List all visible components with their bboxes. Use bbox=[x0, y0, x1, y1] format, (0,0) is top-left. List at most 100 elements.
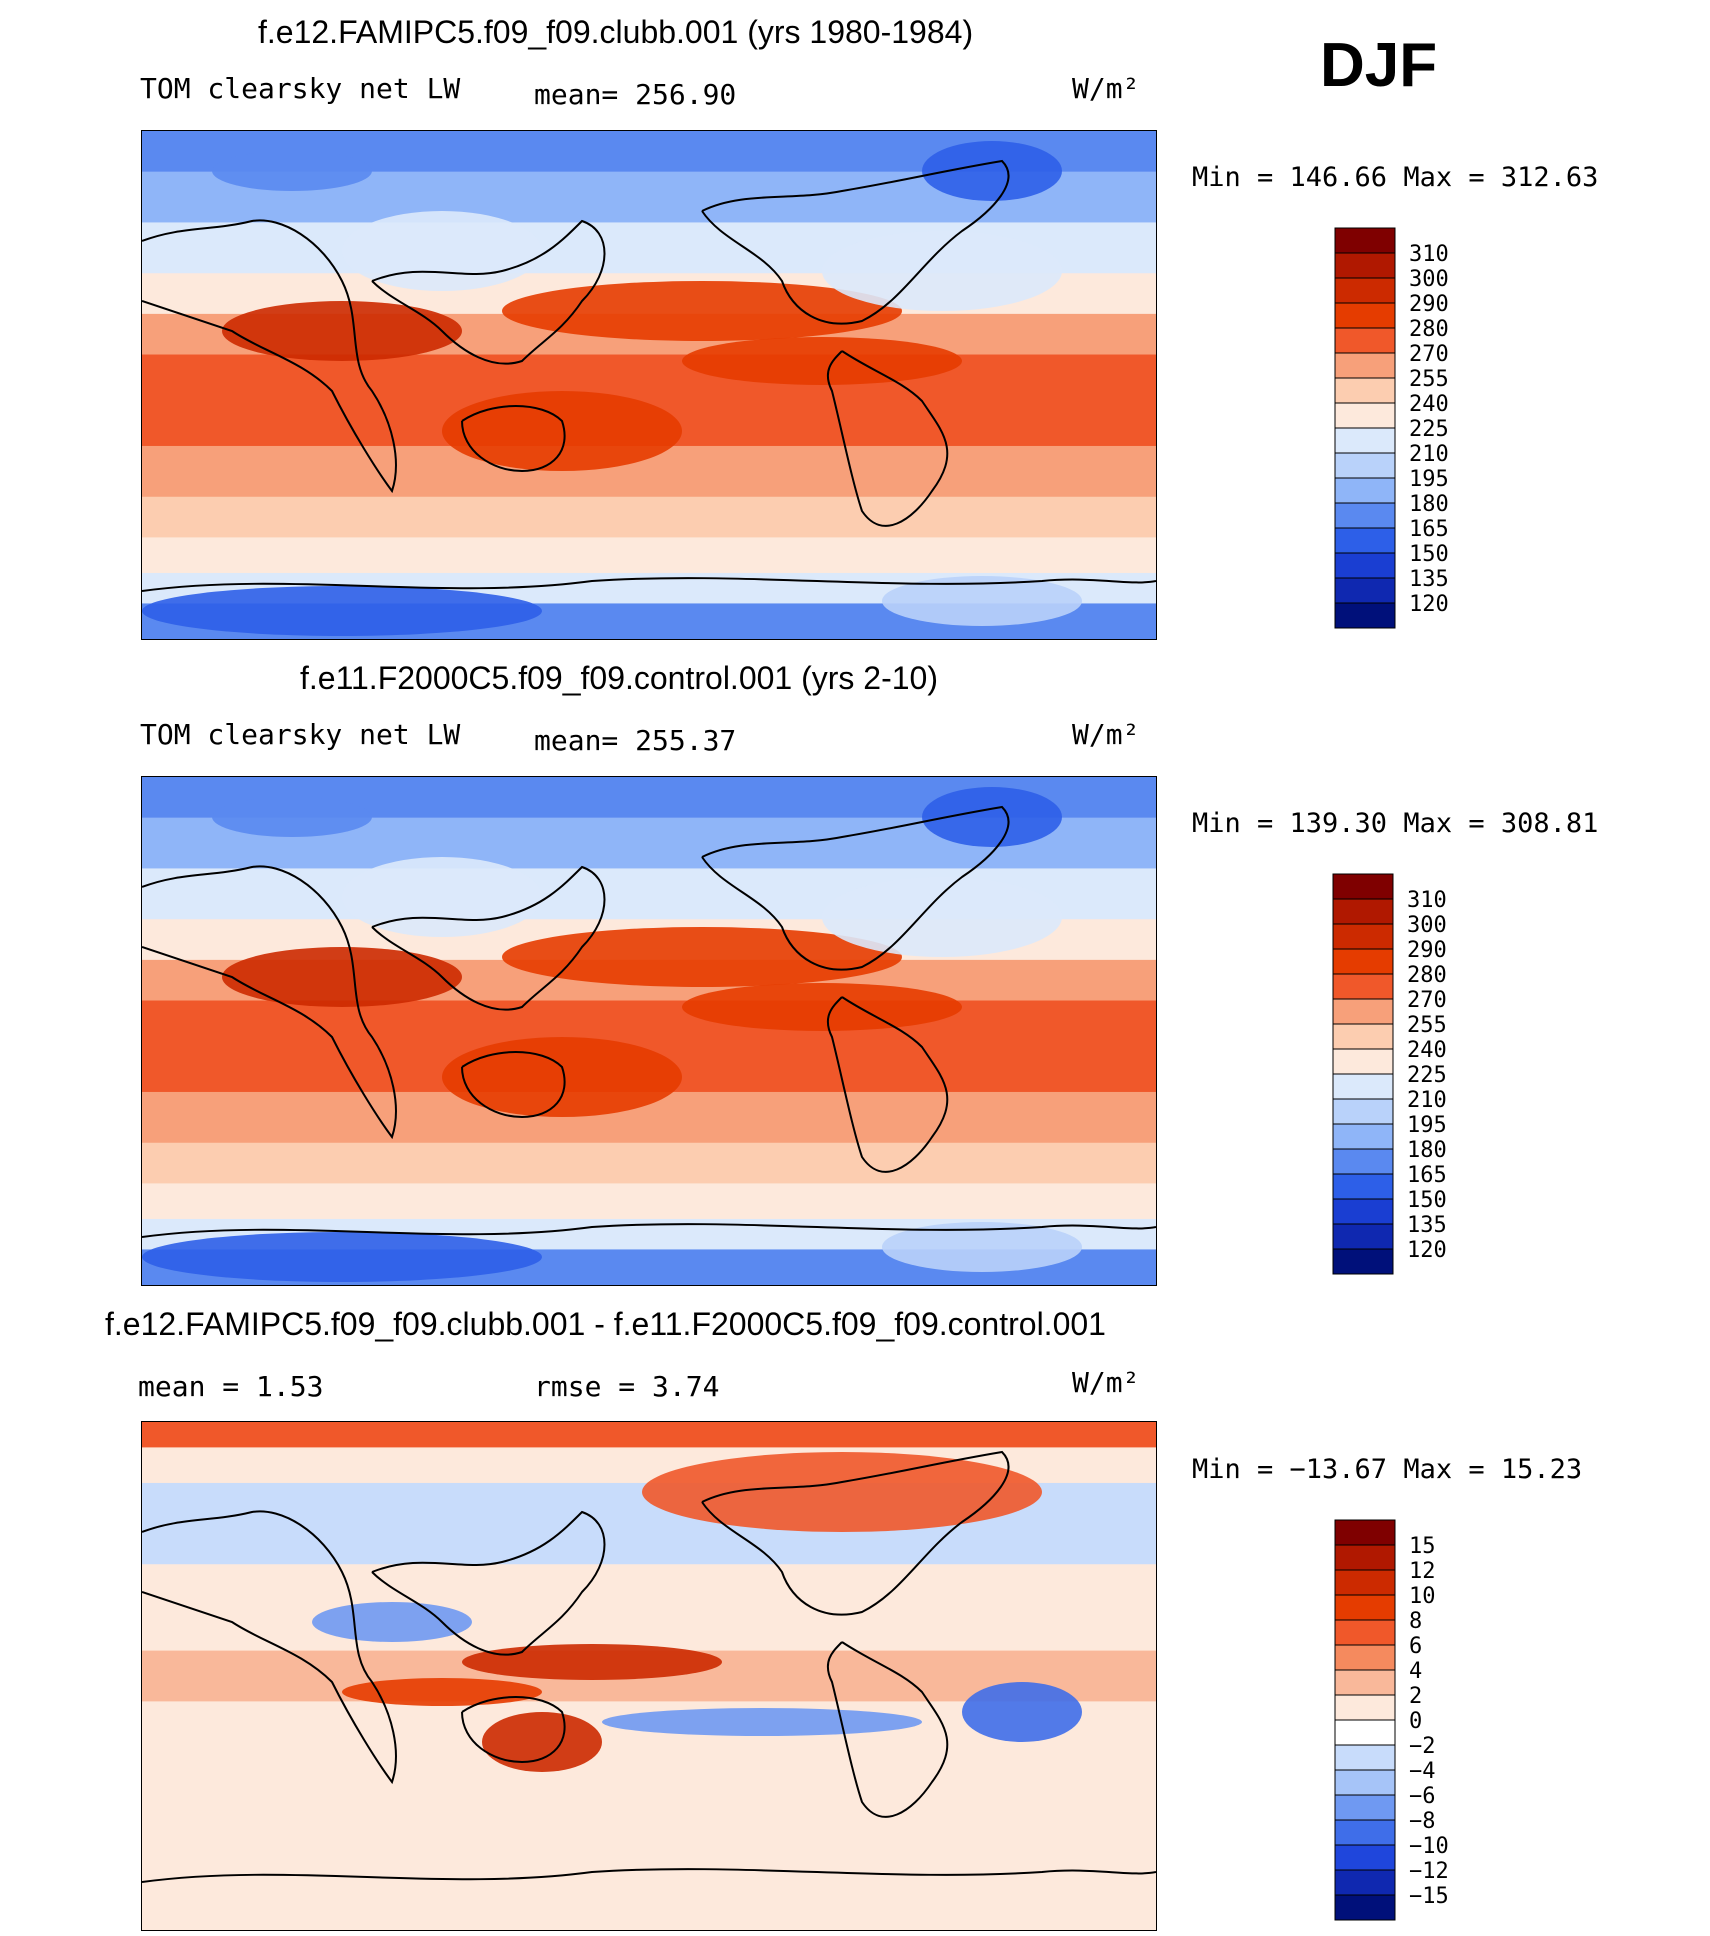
coastline bbox=[142, 865, 397, 1140]
colorbar-tick-label: 255 bbox=[1407, 1013, 1447, 1038]
panel3-map bbox=[141, 1421, 1157, 1931]
colorbar-tick-label: 240 bbox=[1407, 1038, 1447, 1063]
colorbar-tick-label: 225 bbox=[1409, 417, 1449, 442]
colorbar-tick-label: −2 bbox=[1409, 1734, 1436, 1759]
field-blob bbox=[682, 983, 962, 1031]
field-band bbox=[142, 1142, 1156, 1185]
colorbar-swatch bbox=[1334, 477, 1396, 504]
panel1-mean: mean= 256.90 bbox=[534, 78, 737, 111]
panel1-map bbox=[141, 130, 1157, 640]
panel1-colorbar: 310 300 290 280 270 255 240 225 210 195 180 165 150 1… bbox=[1334, 227, 1475, 633]
colorbar-swatch bbox=[1332, 1248, 1394, 1275]
field-blob bbox=[502, 281, 902, 341]
colorbar-tick-label: 120 bbox=[1407, 1238, 1447, 1263]
colorbar-tick-label: 195 bbox=[1407, 1113, 1447, 1138]
field-blob bbox=[602, 1708, 922, 1736]
colorbar-swatch bbox=[1332, 973, 1394, 1000]
panel2-colorbar: 310 300 290 280 270 255 240 225 210 195 180 165 150 1… bbox=[1332, 873, 1473, 1279]
panel2-map bbox=[141, 776, 1157, 1286]
colorbar-swatch bbox=[1334, 277, 1396, 304]
colorbar-swatch bbox=[1332, 998, 1394, 1025]
colorbar-swatch bbox=[1334, 252, 1396, 279]
colorbar-tick-label: 195 bbox=[1409, 467, 1449, 492]
colorbar-tick-label: 290 bbox=[1407, 938, 1447, 963]
field-blob bbox=[142, 586, 542, 636]
colorbar-swatch bbox=[1334, 427, 1396, 454]
colorbar-tick-label: 0 bbox=[1409, 1709, 1422, 1734]
colorbar-tick-label: 210 bbox=[1407, 1088, 1447, 1113]
colorbar-tick-label: 280 bbox=[1409, 317, 1449, 342]
coastline bbox=[371, 1510, 606, 1656]
colorbar-swatch bbox=[1334, 602, 1396, 629]
panel1-minmax: Min = 146.66 Max = 312.63 bbox=[1192, 162, 1599, 193]
panel3-title: f.e12.FAMIPC5.f09_f09.clubb.001 - f.e11.… bbox=[105, 1306, 1106, 1342]
colorbar-tick-label: 150 bbox=[1409, 542, 1449, 567]
colorbar-tick-label: 225 bbox=[1407, 1063, 1447, 1088]
field-blob bbox=[822, 231, 1062, 311]
coastline bbox=[826, 350, 949, 527]
field-blob bbox=[142, 1232, 542, 1282]
colorbar-swatch bbox=[1334, 1544, 1396, 1571]
field-band bbox=[142, 537, 1156, 574]
field-band bbox=[142, 1183, 1156, 1220]
field-blob bbox=[312, 1602, 472, 1642]
colorbar-tick-label: 300 bbox=[1409, 267, 1449, 292]
colorbar-swatch bbox=[1332, 898, 1394, 925]
colorbar-tick-label: −8 bbox=[1409, 1809, 1436, 1834]
colorbar-tick-label: 270 bbox=[1407, 988, 1447, 1013]
field-blob bbox=[502, 927, 902, 987]
colorbar-tick-label: 240 bbox=[1409, 392, 1449, 417]
coastline bbox=[142, 1510, 397, 1785]
field-band bbox=[142, 496, 1156, 539]
colorbar-tick-label: 2 bbox=[1409, 1684, 1422, 1709]
panel3-map-svg bbox=[142, 1422, 1156, 1930]
colorbar-swatch bbox=[1334, 1619, 1396, 1646]
coastline bbox=[142, 1868, 1156, 1883]
field-band bbox=[142, 1889, 1156, 1930]
coastline bbox=[701, 805, 1010, 971]
colorbar-tick-label: −4 bbox=[1409, 1759, 1436, 1784]
colorbar-swatch bbox=[1334, 1519, 1396, 1546]
field-blob bbox=[642, 1452, 1042, 1532]
colorbar-swatch bbox=[1332, 1023, 1394, 1050]
coastline bbox=[461, 405, 566, 473]
field-blob bbox=[882, 1222, 1082, 1272]
coastline bbox=[371, 865, 606, 1011]
colorbar-tick-label: 180 bbox=[1409, 492, 1449, 517]
field-band bbox=[142, 1787, 1156, 1891]
field-blob bbox=[682, 337, 962, 385]
field-blob bbox=[222, 301, 462, 361]
colorbar-tick-label: −6 bbox=[1409, 1784, 1436, 1809]
panel1-title: f.e12.FAMIPC5.f09_f09.clubb.001 (yrs 198… bbox=[258, 14, 974, 50]
season-label: DJF bbox=[1320, 31, 1438, 100]
colorbar-tick-label: 165 bbox=[1407, 1163, 1447, 1188]
field-blob bbox=[922, 787, 1062, 847]
coastline bbox=[701, 1450, 1010, 1616]
coastline bbox=[826, 996, 949, 1173]
colorbar-tick-label: 135 bbox=[1409, 567, 1449, 592]
colorbar-tick-label: 280 bbox=[1407, 963, 1447, 988]
colorbar-swatch bbox=[1332, 1198, 1394, 1225]
colorbar-tick-label: 310 bbox=[1409, 242, 1449, 267]
colorbar-swatch bbox=[1334, 1869, 1396, 1896]
coastline bbox=[142, 219, 397, 494]
field-blob bbox=[442, 391, 682, 471]
colorbar-tick-label: 15 bbox=[1409, 1534, 1436, 1559]
coastline bbox=[371, 219, 606, 365]
colorbar-swatch bbox=[1332, 1223, 1394, 1250]
colorbar-swatch bbox=[1334, 452, 1396, 479]
panel2-title: f.e11.F2000C5.f09_f09.control.001 (yrs 2… bbox=[300, 660, 938, 696]
colorbar-tick-label: 150 bbox=[1407, 1188, 1447, 1213]
colorbar-swatch bbox=[1334, 1594, 1396, 1621]
panel2-variable: TOM clearsky net LW bbox=[140, 718, 461, 751]
field-blob bbox=[922, 141, 1062, 201]
colorbar-tick-label: 270 bbox=[1409, 342, 1449, 367]
colorbar-swatch bbox=[1332, 1098, 1394, 1125]
field-blob bbox=[482, 1712, 602, 1772]
colorbar-swatch bbox=[1334, 352, 1396, 379]
colorbar-tick-label: 120 bbox=[1409, 592, 1449, 617]
colorbar-tick-label: −15 bbox=[1409, 1884, 1449, 1909]
panel2-units: W/m² bbox=[1072, 718, 1140, 751]
colorbar-swatch bbox=[1332, 1123, 1394, 1150]
colorbar-tick-label: 300 bbox=[1407, 913, 1447, 938]
